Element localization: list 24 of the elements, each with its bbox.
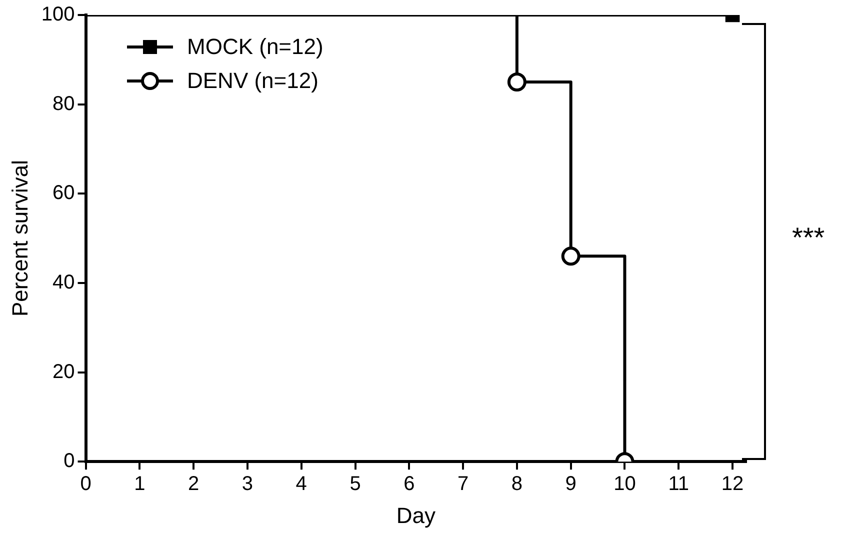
x-tick-label: 10 — [614, 473, 636, 496]
x-tick-label: 8 — [511, 473, 523, 496]
x-tick-label: 11 — [668, 473, 690, 496]
x-tick-label: 9 — [565, 473, 576, 496]
y-tick-label: 80 — [52, 92, 75, 115]
x-tick-label: 0 — [80, 473, 92, 496]
x-axis-title: Day — [396, 502, 436, 528]
x-tick-label: 4 — [296, 473, 307, 496]
y-tick-label: 0 — [64, 450, 75, 472]
x-tick-label: 1 — [134, 473, 146, 496]
x-tick-label: 5 — [350, 473, 361, 496]
x-tick-label: 2 — [188, 473, 200, 496]
y-tick-label: 100 — [41, 4, 75, 26]
legend-label: DENV (n=12) — [187, 68, 318, 94]
legend-label: MOCK (n=12) — [187, 34, 324, 60]
y-axis-title: Percent survival — [7, 160, 32, 317]
x-tick-label: 7 — [457, 473, 469, 496]
y-tick-label: 20 — [52, 360, 75, 383]
y-tick-label: 40 — [52, 271, 75, 294]
x-tick-label: 3 — [242, 473, 254, 496]
text: *** — [792, 222, 825, 254]
x-tick-label: 12 — [721, 473, 744, 496]
x-tick-label: 6 — [404, 473, 415, 496]
y-tick-label: 60 — [52, 182, 75, 204]
